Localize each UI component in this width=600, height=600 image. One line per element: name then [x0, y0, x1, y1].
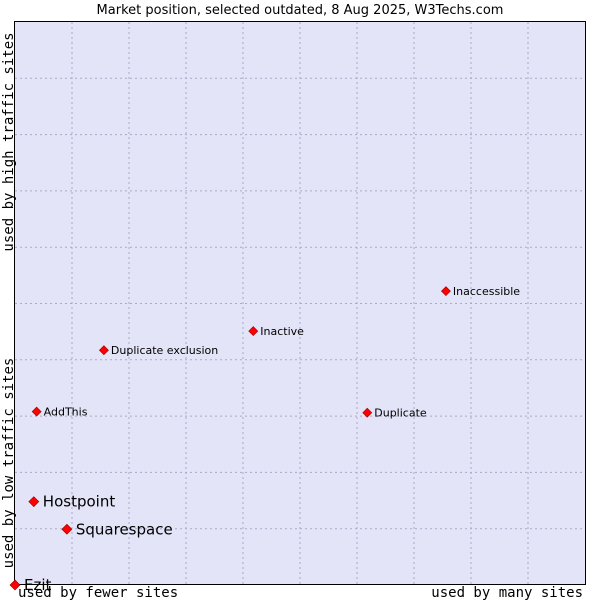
chart-title: Market position, selected outdated, 8 Au… [97, 3, 504, 18]
data-point-label: Squarespace [76, 520, 173, 538]
data-point-marker [9, 579, 21, 591]
data-points: Inaccessible Inactive Duplicate exclusion A… [9, 285, 520, 594]
data-point-marker [28, 496, 40, 508]
data-point-marker [98, 345, 109, 356]
data-point-label: Duplicate exclusion [111, 344, 218, 357]
data-point-marker [362, 407, 373, 418]
y-axis-label-high: used by high traffic sites [1, 32, 17, 251]
data-point-marker [61, 523, 73, 535]
x-axis-label-left: used by fewer sites [18, 585, 178, 600]
data-point-label: Inaccessible [453, 285, 520, 298]
y-axis-label-low: used by low traffic sites [1, 358, 17, 569]
data-point-label: Inactive [260, 325, 304, 338]
data-point-label: Ezit [24, 576, 52, 594]
data-point-marker [31, 406, 42, 417]
data-point-marker [440, 286, 451, 297]
data-point-marker [248, 326, 259, 337]
data-point-label: Duplicate [374, 407, 427, 420]
grid-lines [15, 22, 585, 585]
data-point-label: AddThis [44, 406, 88, 419]
data-point-label: Hostpoint [43, 493, 116, 511]
x-axis-label-right: used by many sites [431, 585, 583, 600]
